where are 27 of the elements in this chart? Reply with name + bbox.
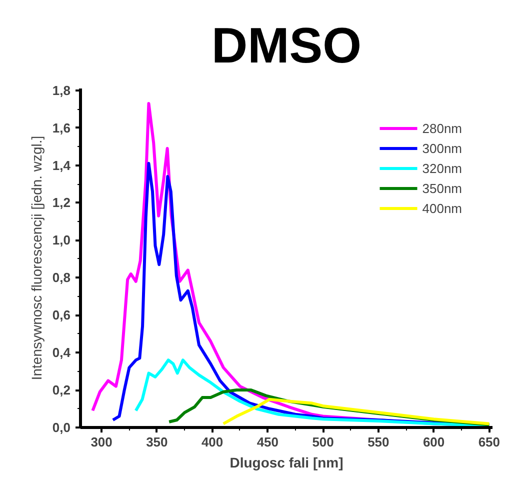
y-tick-label: 0,4	[52, 345, 72, 360]
x-axis-title: Dlugosc fali [nm]	[230, 454, 344, 470]
legend-label: 400nm	[422, 200, 462, 216]
legend-label: 280nm	[422, 120, 462, 136]
y-axis-title: Intensywnosc fluorescencji [jedn. wzgl.]	[28, 136, 44, 380]
y-tick-label: 1,8	[52, 82, 71, 98]
legend-label: 350nm	[422, 180, 462, 196]
x-tick-label: 350	[146, 434, 168, 450]
x-tick-label: 550	[368, 434, 390, 450]
x-tick-label: 450	[256, 434, 279, 450]
y-tick-label: 1,6	[52, 120, 71, 136]
legend-label: 300nm	[422, 140, 462, 156]
x-tick-label: 500	[312, 434, 334, 450]
x-tick-label: 400	[201, 434, 224, 450]
x-tick-label: 300	[90, 434, 112, 450]
y-tick-label: 1,4	[52, 158, 72, 173]
y-tick-label: 0,8	[52, 270, 71, 286]
y-tick-label: 0,0	[52, 420, 71, 435]
x-tick-label: 600	[422, 434, 445, 450]
y-tick-label: 1,0	[52, 232, 71, 248]
line-series	[222, 398, 491, 426]
y-tick-label: 0,2	[52, 382, 71, 398]
y-tick-label: 1,2	[52, 195, 71, 210]
chart-title: DMSO	[212, 18, 362, 74]
x-tick-label: 650	[478, 434, 500, 450]
y-tick-label: 0,6	[52, 308, 71, 323]
legend-label: 320nm	[422, 160, 462, 176]
